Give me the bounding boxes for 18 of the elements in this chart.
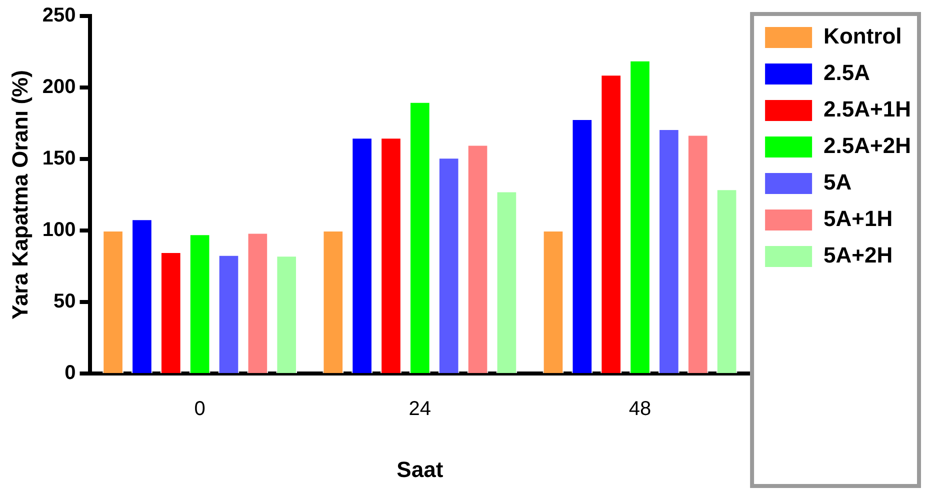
legend-label: 5A+1H (824, 206, 893, 232)
y-tick-label: 200 (42, 76, 76, 98)
legend-label: Kontrol (824, 24, 902, 49)
x-tick-label: 48 (628, 398, 652, 420)
y-tick-label: 50 (54, 290, 76, 313)
y-tick-label: 150 (42, 148, 76, 170)
y-tick-label: 250 (42, 4, 76, 27)
legend-label: 2.5A+1H (824, 96, 912, 122)
y-axis-title: Yara Kapatma Oranı (%) (7, 70, 32, 320)
x-axis-title: Saat (396, 456, 444, 482)
y-tick-label: 0 (64, 362, 76, 384)
y-tick-label: 100 (42, 219, 76, 242)
x-tick-label: 0 (194, 398, 206, 420)
legend-label: 5A (824, 170, 852, 195)
legend-label: 2.5A+2H (824, 133, 912, 158)
legend-label: 2.5A (824, 60, 870, 86)
legend-label: 5A+2H (824, 242, 893, 268)
x-tick-label: 24 (408, 398, 432, 420)
